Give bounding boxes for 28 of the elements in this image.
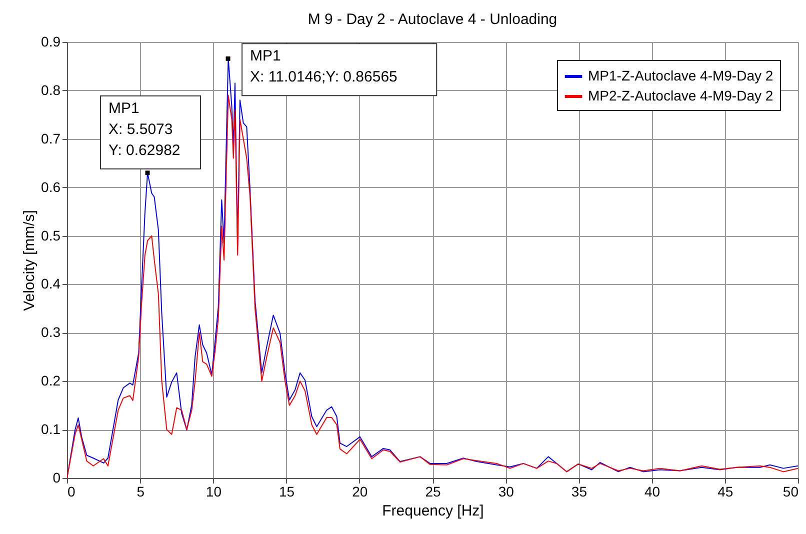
y-tick-label: 0.9 [41,34,61,50]
y-tick-label: 0.1 [41,421,61,438]
chart-title: M 9 - Day 2 - Autoclave 4 - Unloading [308,11,558,28]
x-tick-label: 30 [498,484,514,500]
y-tick-label: 0.7 [41,130,61,146]
x-tick-label: 50 [782,484,799,500]
y-tick-label: 0.3 [41,324,61,340]
annotation: MP1 X: 11.0146;Y: 0.86565 [250,48,398,86]
x-tick-label: 10 [206,484,222,500]
x-tick-label: 35 [571,484,588,500]
legend-label: MP2-Z-Autoclave 4-M9-Day 2 [588,88,774,104]
y-tick-label: 0.5 [41,227,61,244]
x-axis-title: Frequency [Hz] [382,502,484,520]
x-tick-label: 5 [136,484,145,500]
annotation: MP1 X: 5.5073 Y: 0.62982 [108,100,180,159]
y-tick-label: 0.8 [41,82,61,98]
y-tick-label: 0 [52,470,61,486]
x-tick-label: 15 [279,484,295,500]
x-tick-label: 40 [644,484,660,500]
x-tick-label: 0 [68,484,76,500]
x-tick-label: 20 [352,484,368,500]
x-tick-label: 45 [718,484,734,500]
legend-label: MP1-Z-Autoclave 4-M9-Day 2 [588,68,774,84]
y-tick-label: 0.6 [41,178,61,195]
y-axis-title: Velocity [mm/s] [21,210,38,311]
y-tick-label: 0.4 [41,276,61,292]
x-tick-label: 25 [425,484,441,500]
y-tick-label: 0.2 [41,372,61,389]
